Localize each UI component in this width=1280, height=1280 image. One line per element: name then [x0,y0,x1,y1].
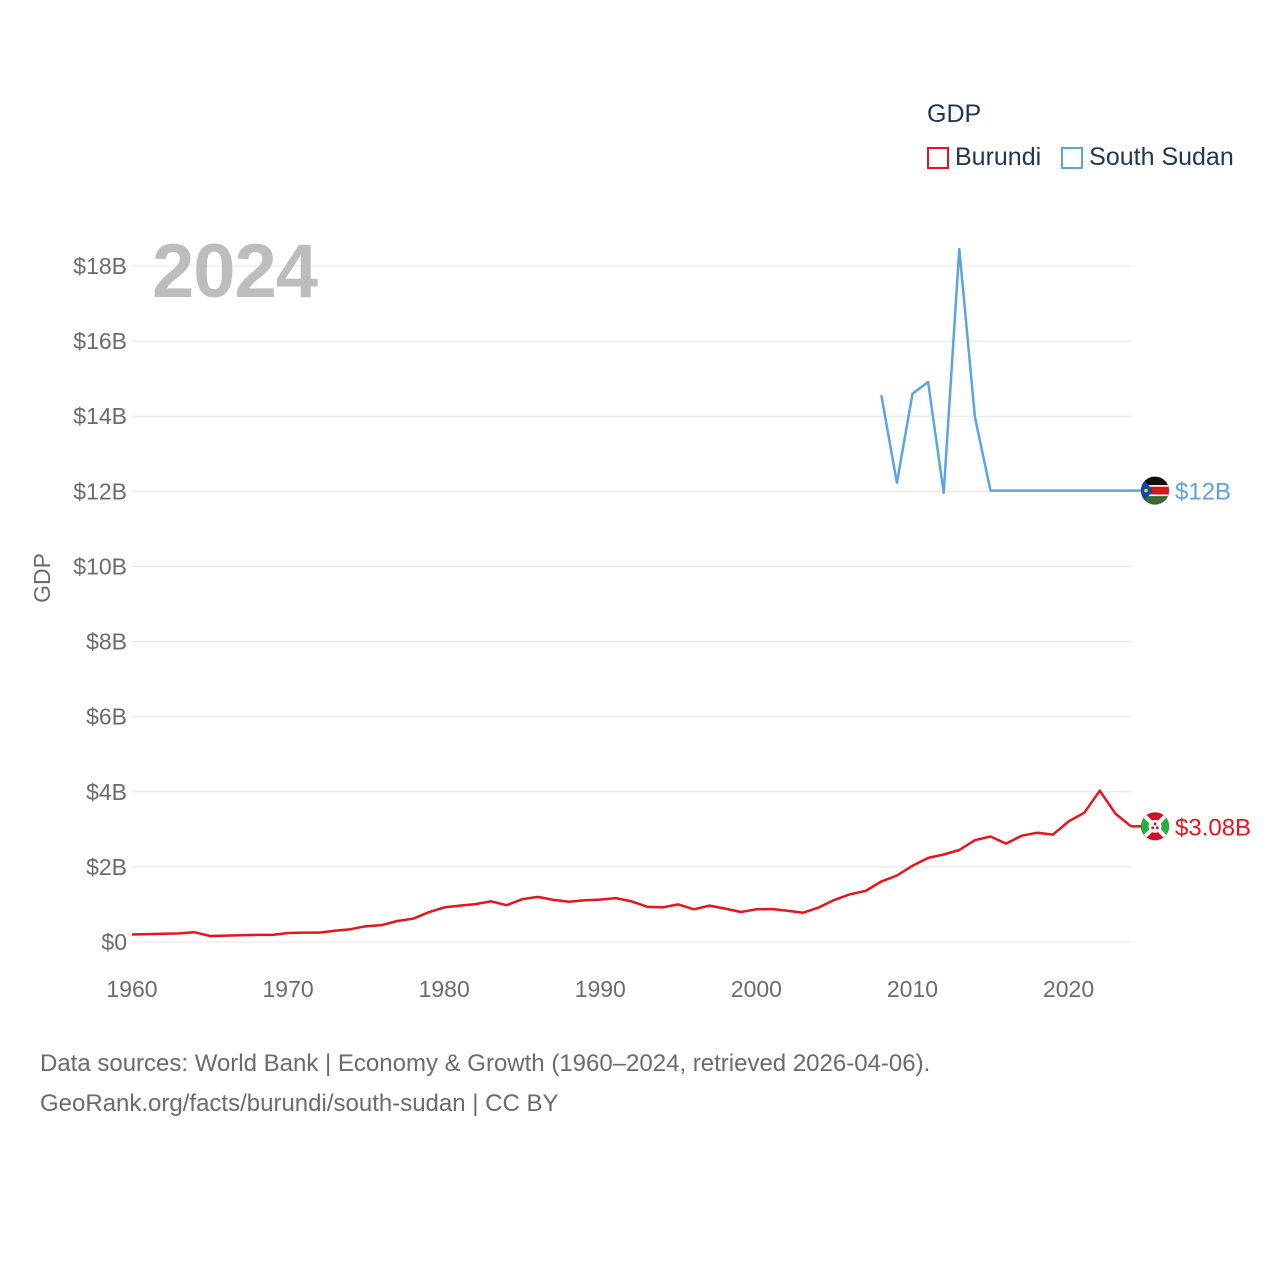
y-tick-label: $18B [73,253,127,279]
x-tick-label: 1990 [575,976,626,1002]
legend-label-south-sudan: South Sudan [1089,143,1234,171]
y-tick-label: $16B [73,328,127,354]
x-tick-label: 1970 [263,976,314,1002]
end-label-burundi: $3.08B [1175,814,1251,841]
y-tick-label: $10B [73,553,127,579]
x-tick-labels: 1960 1970 1980 1990 2000 2010 2020 [106,976,1094,1002]
x-tick-label: 1980 [419,976,470,1002]
legend-swatch-burundi [927,146,949,169]
y-tick-label: $6B [86,704,127,730]
y-tick-label: $14B [73,403,127,429]
y-axis-label: GDP [29,553,55,603]
south-sudan-flag-icon [1140,476,1170,506]
legend-label-burundi: Burundi [955,143,1042,171]
y-tick-label: $12B [73,478,127,504]
series-lines [131,247,1141,938]
series-line-south-sudan [880,247,1131,495]
y-tick-labels: $0 $2B $4B $6B $8B $10B $12B $14B $16B $18B [73,253,127,955]
y-tick-label: $4B [86,779,127,805]
legend-item-south-sudan[interactable]: South Sudan [1061,143,1234,172]
grid-lines [132,265,1131,943]
x-tick-label: 1960 [106,976,157,1002]
end-label-south-sudan: $12B [1175,479,1231,506]
source-note: Data sources: World Bank | Economy & Gro… [40,1044,930,1124]
y-tick-label: $0 [101,929,127,955]
x-tick-label: 2010 [887,976,938,1002]
y-tick-label: $8B [86,629,127,655]
x-tick-label: 2000 [731,976,782,1002]
series-line-burundi [131,789,1132,938]
legend-item-burundi[interactable]: Burundi [927,143,1041,172]
burundi-flag-icon [1140,811,1170,841]
legend-title: GDP [927,100,982,128]
legend: Burundi South Sudan [927,143,1234,172]
source-line-1: Data sources: World Bank | Economy & Gro… [40,1050,931,1077]
y-tick-label: $2B [86,854,127,880]
year-label: 2024 [152,229,318,314]
series-end-markers: $3.08B $12B [1140,476,1251,841]
legend-swatch-south-sudan [1061,146,1084,169]
source-line-2: GeoRank.org/facts/burundi/south-sudan | … [40,1090,559,1117]
x-tick-label: 2020 [1043,976,1094,1002]
